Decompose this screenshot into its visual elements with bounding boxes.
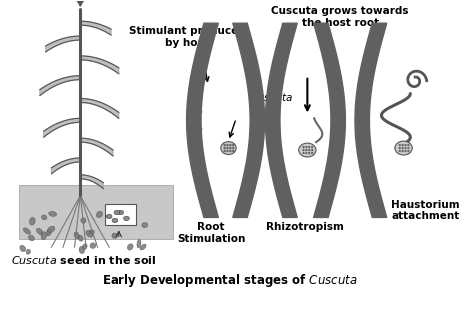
Circle shape — [399, 144, 401, 146]
Polygon shape — [80, 56, 119, 74]
Ellipse shape — [23, 228, 30, 234]
Ellipse shape — [74, 232, 79, 239]
Ellipse shape — [20, 245, 26, 252]
Text: Haustorium
attachment: Haustorium attachment — [391, 200, 460, 221]
Ellipse shape — [137, 239, 141, 248]
Polygon shape — [233, 23, 264, 217]
Ellipse shape — [29, 217, 35, 225]
Circle shape — [401, 144, 404, 146]
Circle shape — [399, 147, 401, 149]
Circle shape — [399, 150, 401, 152]
Ellipse shape — [49, 211, 57, 217]
Circle shape — [311, 146, 313, 148]
Circle shape — [404, 144, 407, 146]
Polygon shape — [46, 36, 80, 52]
Circle shape — [308, 146, 310, 148]
Circle shape — [232, 150, 235, 152]
Circle shape — [308, 149, 310, 151]
Ellipse shape — [299, 143, 316, 157]
Ellipse shape — [26, 249, 30, 254]
Ellipse shape — [96, 211, 102, 218]
Ellipse shape — [114, 210, 120, 215]
Ellipse shape — [142, 222, 148, 228]
Circle shape — [311, 152, 313, 154]
Ellipse shape — [46, 229, 51, 236]
Ellipse shape — [140, 244, 146, 250]
Circle shape — [305, 146, 308, 148]
Ellipse shape — [395, 141, 412, 155]
Circle shape — [302, 149, 305, 151]
Circle shape — [407, 147, 410, 149]
Polygon shape — [265, 23, 297, 217]
Text: $\mathbf{\it{Cuscuta}}$
$\bf{seed}$: $\mathbf{\it{Cuscuta}}$ $\bf{seed}$ — [250, 90, 293, 117]
Circle shape — [401, 147, 404, 149]
Polygon shape — [40, 76, 80, 95]
Text: Root
Stimulation: Root Stimulation — [177, 222, 246, 244]
Ellipse shape — [128, 244, 133, 250]
Ellipse shape — [41, 232, 46, 240]
Circle shape — [223, 150, 226, 152]
Circle shape — [229, 147, 232, 149]
Ellipse shape — [121, 212, 129, 217]
Bar — [105, 203, 136, 225]
FancyBboxPatch shape — [18, 185, 173, 239]
Ellipse shape — [127, 218, 132, 225]
Polygon shape — [80, 175, 103, 189]
Circle shape — [226, 150, 229, 152]
Circle shape — [305, 152, 308, 154]
Ellipse shape — [78, 235, 83, 241]
Ellipse shape — [124, 216, 129, 221]
Ellipse shape — [111, 216, 118, 222]
Ellipse shape — [113, 217, 118, 222]
Ellipse shape — [89, 230, 94, 235]
Circle shape — [404, 150, 407, 152]
Ellipse shape — [47, 226, 55, 232]
Polygon shape — [80, 21, 111, 35]
Circle shape — [404, 147, 407, 149]
Circle shape — [226, 144, 229, 146]
Ellipse shape — [112, 218, 118, 223]
Ellipse shape — [112, 233, 118, 238]
Ellipse shape — [107, 218, 112, 223]
Ellipse shape — [86, 231, 93, 237]
Ellipse shape — [106, 214, 112, 219]
Polygon shape — [44, 118, 80, 137]
Circle shape — [308, 152, 310, 154]
Circle shape — [232, 144, 235, 146]
Polygon shape — [314, 23, 346, 217]
Ellipse shape — [28, 235, 35, 241]
Text: Cuscuta grows towards
the host root: Cuscuta grows towards the host root — [271, 6, 409, 28]
Polygon shape — [51, 158, 80, 174]
Ellipse shape — [221, 142, 236, 154]
Polygon shape — [355, 23, 387, 217]
Circle shape — [407, 144, 410, 146]
Polygon shape — [80, 138, 113, 156]
Circle shape — [223, 144, 226, 146]
Text: Stimulant produced
by host: Stimulant produced by host — [129, 26, 246, 48]
Text: Early Developmental stages of $\it{Cuscuta}$: Early Developmental stages of $\it{Cuscu… — [101, 272, 357, 289]
Ellipse shape — [79, 246, 84, 254]
Circle shape — [229, 144, 232, 146]
Circle shape — [407, 150, 410, 152]
Polygon shape — [187, 23, 219, 217]
Circle shape — [226, 147, 229, 149]
Circle shape — [232, 147, 235, 149]
Circle shape — [311, 149, 313, 151]
Circle shape — [305, 149, 308, 151]
Ellipse shape — [90, 243, 96, 248]
Circle shape — [229, 150, 232, 152]
Circle shape — [223, 147, 226, 149]
Circle shape — [302, 146, 305, 148]
Ellipse shape — [41, 215, 47, 220]
Ellipse shape — [81, 218, 86, 223]
Text: $\it{Cuscuta}$ seed in the soil: $\it{Cuscuta}$ seed in the soil — [11, 254, 156, 266]
Polygon shape — [80, 99, 119, 118]
Circle shape — [302, 152, 305, 154]
Ellipse shape — [118, 210, 124, 215]
Ellipse shape — [82, 244, 87, 250]
Circle shape — [401, 150, 404, 152]
Ellipse shape — [36, 228, 43, 235]
Text: Rhizotropism: Rhizotropism — [265, 222, 343, 232]
